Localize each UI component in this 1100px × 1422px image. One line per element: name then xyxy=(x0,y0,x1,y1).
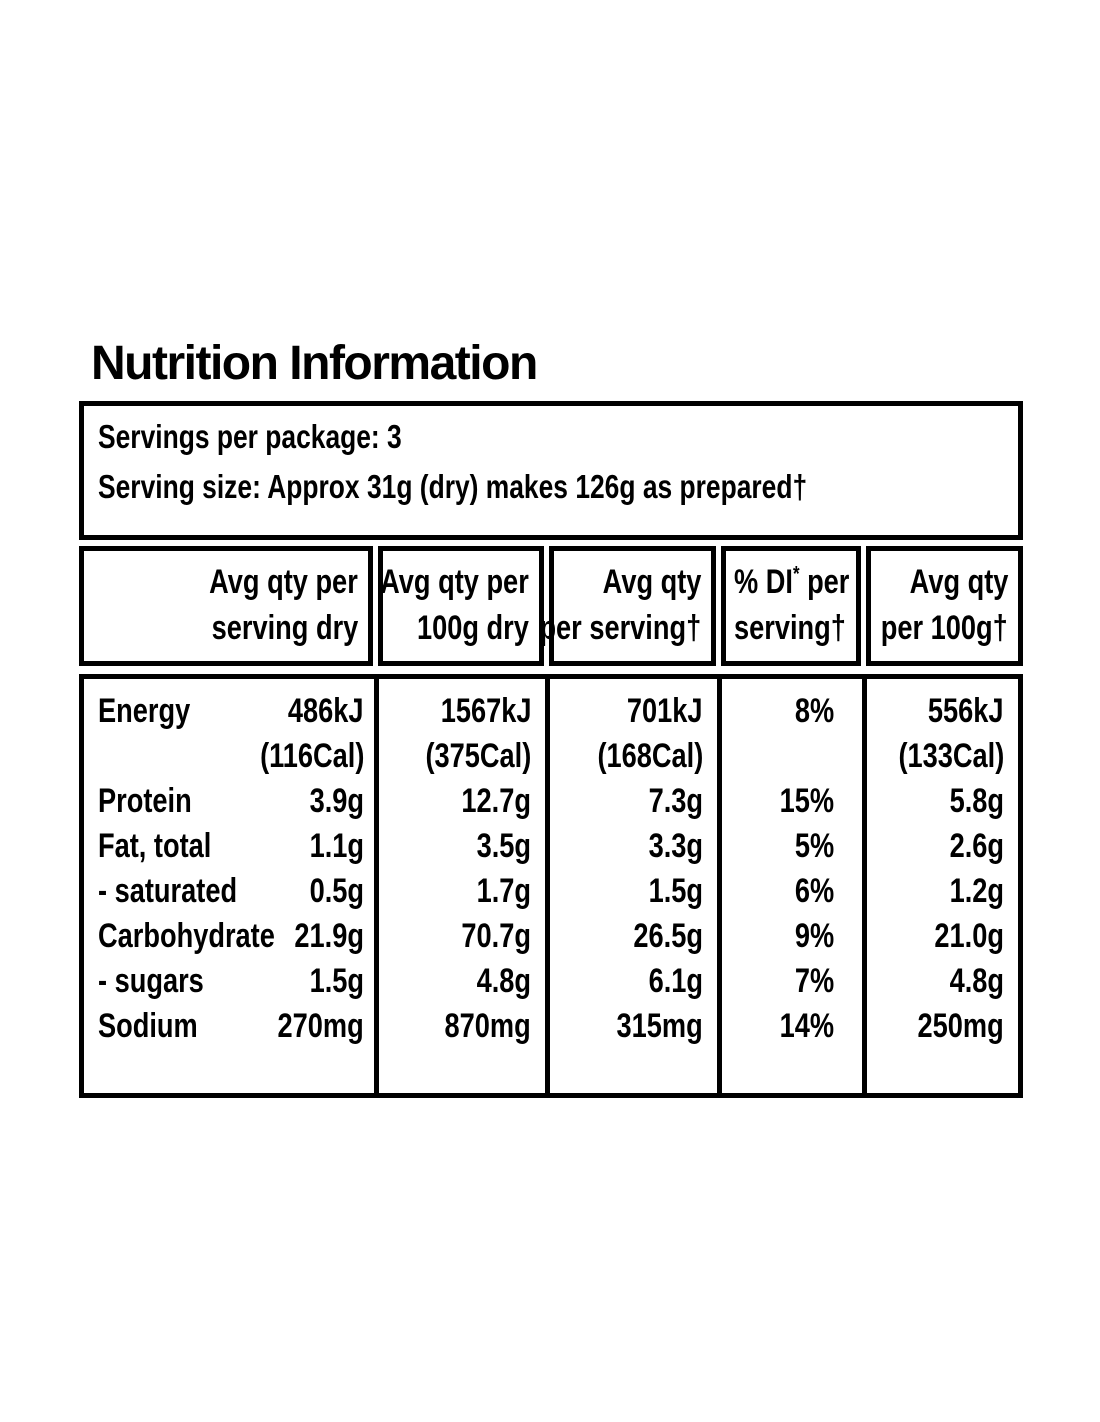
value: (116Cal) xyxy=(259,737,364,775)
value: 70.7g xyxy=(461,917,531,955)
nutrient-label: Sodium xyxy=(98,1007,198,1045)
value: 1567kJ xyxy=(440,692,531,730)
table-row: - saturated 0.5g xyxy=(84,869,374,914)
nutrient-data-box: Energy 486kJ (116Cal) Protein 3.9g Fat, to… xyxy=(79,674,1023,1098)
value: 9% xyxy=(794,917,834,955)
table-header-row: Avg qty per serving dry Avg qty per 100g… xyxy=(79,546,1023,666)
value: 0.5g xyxy=(309,872,364,910)
value: 21.0g xyxy=(934,917,1004,955)
nutrient-label: Protein xyxy=(98,782,192,820)
value: 1.7g xyxy=(476,872,531,910)
table-row: Fat, total 1.1g xyxy=(84,824,374,869)
value: 1.1g xyxy=(309,827,364,865)
column-percent-di-per-serving: 8% 15% 5% 6% 9% 7% 14% xyxy=(722,679,867,1093)
table-row: Sodium 270mg xyxy=(84,1004,374,1049)
value: 4.8g xyxy=(949,962,1004,1000)
header-avg-qty-serving-dry: Avg qty per serving dry xyxy=(79,546,373,666)
value: 5% xyxy=(794,827,834,865)
value: 8% xyxy=(794,692,834,730)
nutrient-label: Carbohydrate xyxy=(98,917,275,955)
value: 270mg xyxy=(277,1007,364,1045)
header-text: per 100g† xyxy=(880,609,1008,647)
header-percent-di-per-serving: % DI* per serving† xyxy=(721,546,861,666)
value: 2.6g xyxy=(949,827,1004,865)
value: 701kJ xyxy=(627,692,703,730)
nutrient-label: - saturated xyxy=(98,872,238,910)
serving-size-row: Serving size: Approx 31g (dry) makes 126… xyxy=(84,464,1018,514)
value: 556kJ xyxy=(928,692,1004,730)
header-text: serving† xyxy=(734,609,846,647)
value: (375Cal) xyxy=(425,737,531,775)
value: 6% xyxy=(794,872,834,910)
table-row: Protein 3.9g xyxy=(84,779,374,824)
value: 5.8g xyxy=(949,782,1004,820)
header-text: serving dry xyxy=(211,609,358,647)
value: 1.5g xyxy=(648,872,703,910)
column-avg-qty-100g-dry: 1567kJ (375Cal) 12.7g 3.5g 1.7g 70.7g 4.… xyxy=(379,679,550,1093)
header-avg-qty-100g-dry: Avg qty per 100g dry xyxy=(378,546,544,666)
value: 21.9g xyxy=(294,917,364,955)
value: 250mg xyxy=(917,1007,1004,1045)
header-avg-qty-per-100g: Avg qty per 100g† xyxy=(866,546,1023,666)
value: 3.5g xyxy=(476,827,531,865)
table-row: (116Cal) xyxy=(84,734,374,779)
value: 486kJ xyxy=(288,692,364,730)
value: 26.5g xyxy=(633,917,703,955)
value: 3.9g xyxy=(309,782,364,820)
value: 14% xyxy=(779,1007,834,1045)
daily-intake-asterisk: * xyxy=(792,562,800,586)
header-text: per serving† xyxy=(539,609,701,647)
header-text: Avg qty per xyxy=(380,563,529,601)
serving-size-text: Serving size: Approx 31g (dry) makes 126… xyxy=(98,468,808,505)
header-text: % DI* per xyxy=(734,562,850,601)
nutrition-panel: Servings per package: 3 Serving size: Ap… xyxy=(79,401,1023,1098)
value: 870mg xyxy=(444,1007,531,1045)
servings-per-package-row: Servings per package: 3 xyxy=(84,414,1018,464)
nutrient-label: Energy xyxy=(98,692,191,730)
table-row: Carbohydrate 21.9g xyxy=(84,914,374,959)
value: 7% xyxy=(794,962,834,1000)
nutrient-label: - sugars xyxy=(98,962,204,1000)
value: 3.3g xyxy=(648,827,703,865)
column-avg-qty-per-100g: 556kJ (133Cal) 5.8g 2.6g 1.2g 21.0g 4.8g… xyxy=(867,679,1018,1093)
servings-per-package-text: Servings per package: 3 xyxy=(98,418,402,455)
table-row: - sugars 1.5g xyxy=(84,959,374,1004)
header-text: Avg qty per xyxy=(209,563,358,601)
header-text: 100g dry xyxy=(417,609,529,647)
value: 1.5g xyxy=(309,962,364,1000)
value: 4.8g xyxy=(476,962,531,1000)
value: 7.3g xyxy=(648,782,703,820)
header-text: Avg qty xyxy=(909,563,1008,601)
value: (168Cal) xyxy=(597,737,703,775)
value: (133Cal) xyxy=(898,737,1004,775)
value: 1.2g xyxy=(949,872,1004,910)
value: 12.7g xyxy=(461,782,531,820)
value: 15% xyxy=(779,782,834,820)
column-nutrient-and-serving-dry: Energy 486kJ (116Cal) Protein 3.9g Fat, to… xyxy=(84,679,379,1093)
column-avg-qty-per-serving: 701kJ (168Cal) 7.3g 3.3g 1.5g 26.5g 6.1g… xyxy=(550,679,722,1093)
value: 315mg xyxy=(616,1007,703,1045)
servings-box: Servings per package: 3 Serving size: Ap… xyxy=(79,401,1023,540)
nutrient-label: Fat, total xyxy=(98,827,212,865)
header-text: Avg qty xyxy=(602,563,701,601)
header-avg-qty-per-serving: Avg qty per serving† xyxy=(539,546,716,666)
page-title: Nutrition Information xyxy=(91,337,538,390)
table-row: Energy 486kJ xyxy=(84,689,374,734)
value: 6.1g xyxy=(648,962,703,1000)
